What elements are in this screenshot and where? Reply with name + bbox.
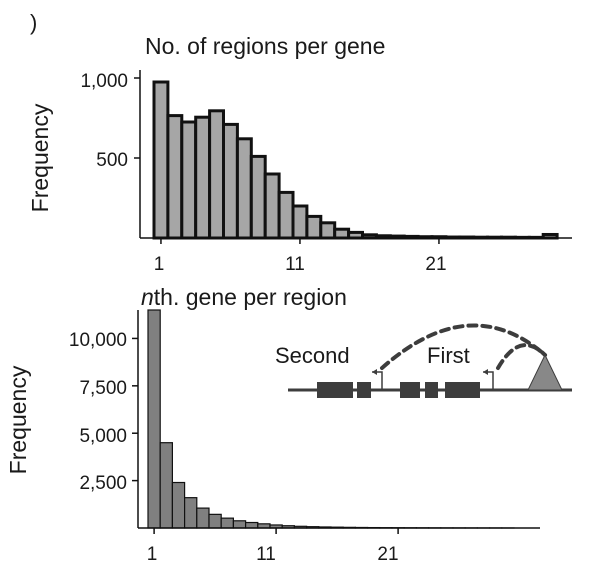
chart-top-x-tick-labels: 1 11 21 [154,254,447,275]
chart-bottom-bar [208,513,222,529]
chart-bottom-title: nth. gene per region [141,284,347,310]
chart-top-title: No. of regions per gene [145,33,385,59]
chart-bottom-ytick-label: 5,000 [79,426,127,447]
panel-marker: ) [30,10,37,35]
chart-bottom-bar [196,507,210,529]
chart-bottom: nth. gene per region Frequency 2,500 5,0… [5,284,572,565]
chart-bottom-bar [184,497,198,529]
chart-top-xtick-label: 11 [285,254,305,275]
chart-bottom-bar [171,481,186,529]
tss-arrowhead-first [483,369,488,375]
chart-top-bar [277,190,295,240]
chart-bottom-y-tick-labels: 2,500 5,000 7,500 10,000 [69,330,127,494]
chart-top-bar [291,204,309,240]
chart-bottom-xtick-label: 21 [377,544,398,565]
chart-top-xtick-label: 21 [425,254,446,275]
tss-arrowhead-second [372,369,377,375]
chart-bottom-x-tick-labels: 1 11 21 [147,544,399,565]
chart-top-bar [263,172,281,240]
inset-label-second: Second [275,343,350,368]
chart-top-bar [333,227,351,240]
exon-block [425,382,438,398]
chart-top-bar [152,80,170,240]
chart-top-bars [152,80,559,240]
chart-bottom-bar [147,309,161,529]
chart-bottom-ytick-label: 2,500 [79,473,127,494]
exon-block [400,382,420,398]
chart-bottom-bar [232,520,247,529]
chart-bottom-ylabel: Frequency [5,365,31,474]
exon-block [357,382,371,398]
chart-top-bar [180,120,198,240]
chart-top-bar [249,154,267,240]
dashed-arc-first [496,343,547,370]
chart-top-y-tick-labels: 500 1,000 [80,71,128,171]
chart-top-bar [222,122,239,240]
chart-top-ytick-label: 1,000 [80,71,128,92]
chart-top-ticks [134,77,440,244]
chart-top-bar [347,230,365,240]
chart-top-ytick-label: 500 [96,150,128,171]
chart-top-bar [194,115,212,240]
chart-bottom-ytick-label: 7,500 [79,378,127,399]
inset-diagram: Second First [275,323,572,398]
chart-top-bar [235,137,253,240]
chart-top: No. of regions per gene Frequency 500 1,… [27,33,572,275]
exon-block [317,382,353,398]
chart-bottom-xtick-label: 1 [147,544,158,565]
chart-bottom-bar [220,517,234,529]
chart-bottom-bar [245,521,259,529]
chart-top-bar [166,114,184,240]
chart-bottom-bar [159,442,173,529]
chart-bottom-ticks [132,337,399,534]
chart-top-xtick-label: 1 [154,254,165,275]
chart-top-bar [305,214,323,240]
exon-block [445,382,480,398]
chart-top-ylabel: Frequency [27,103,53,212]
chart-top-bar [319,221,337,240]
chart-bottom-ytick-label: 10,000 [69,330,127,351]
enhancer-triangle [527,353,563,391]
chart-top-bar [208,109,226,240]
chart-bottom-xtick-label: 11 [256,544,276,565]
dashed-arc-second [380,323,547,370]
inset-label-first: First [427,343,470,368]
